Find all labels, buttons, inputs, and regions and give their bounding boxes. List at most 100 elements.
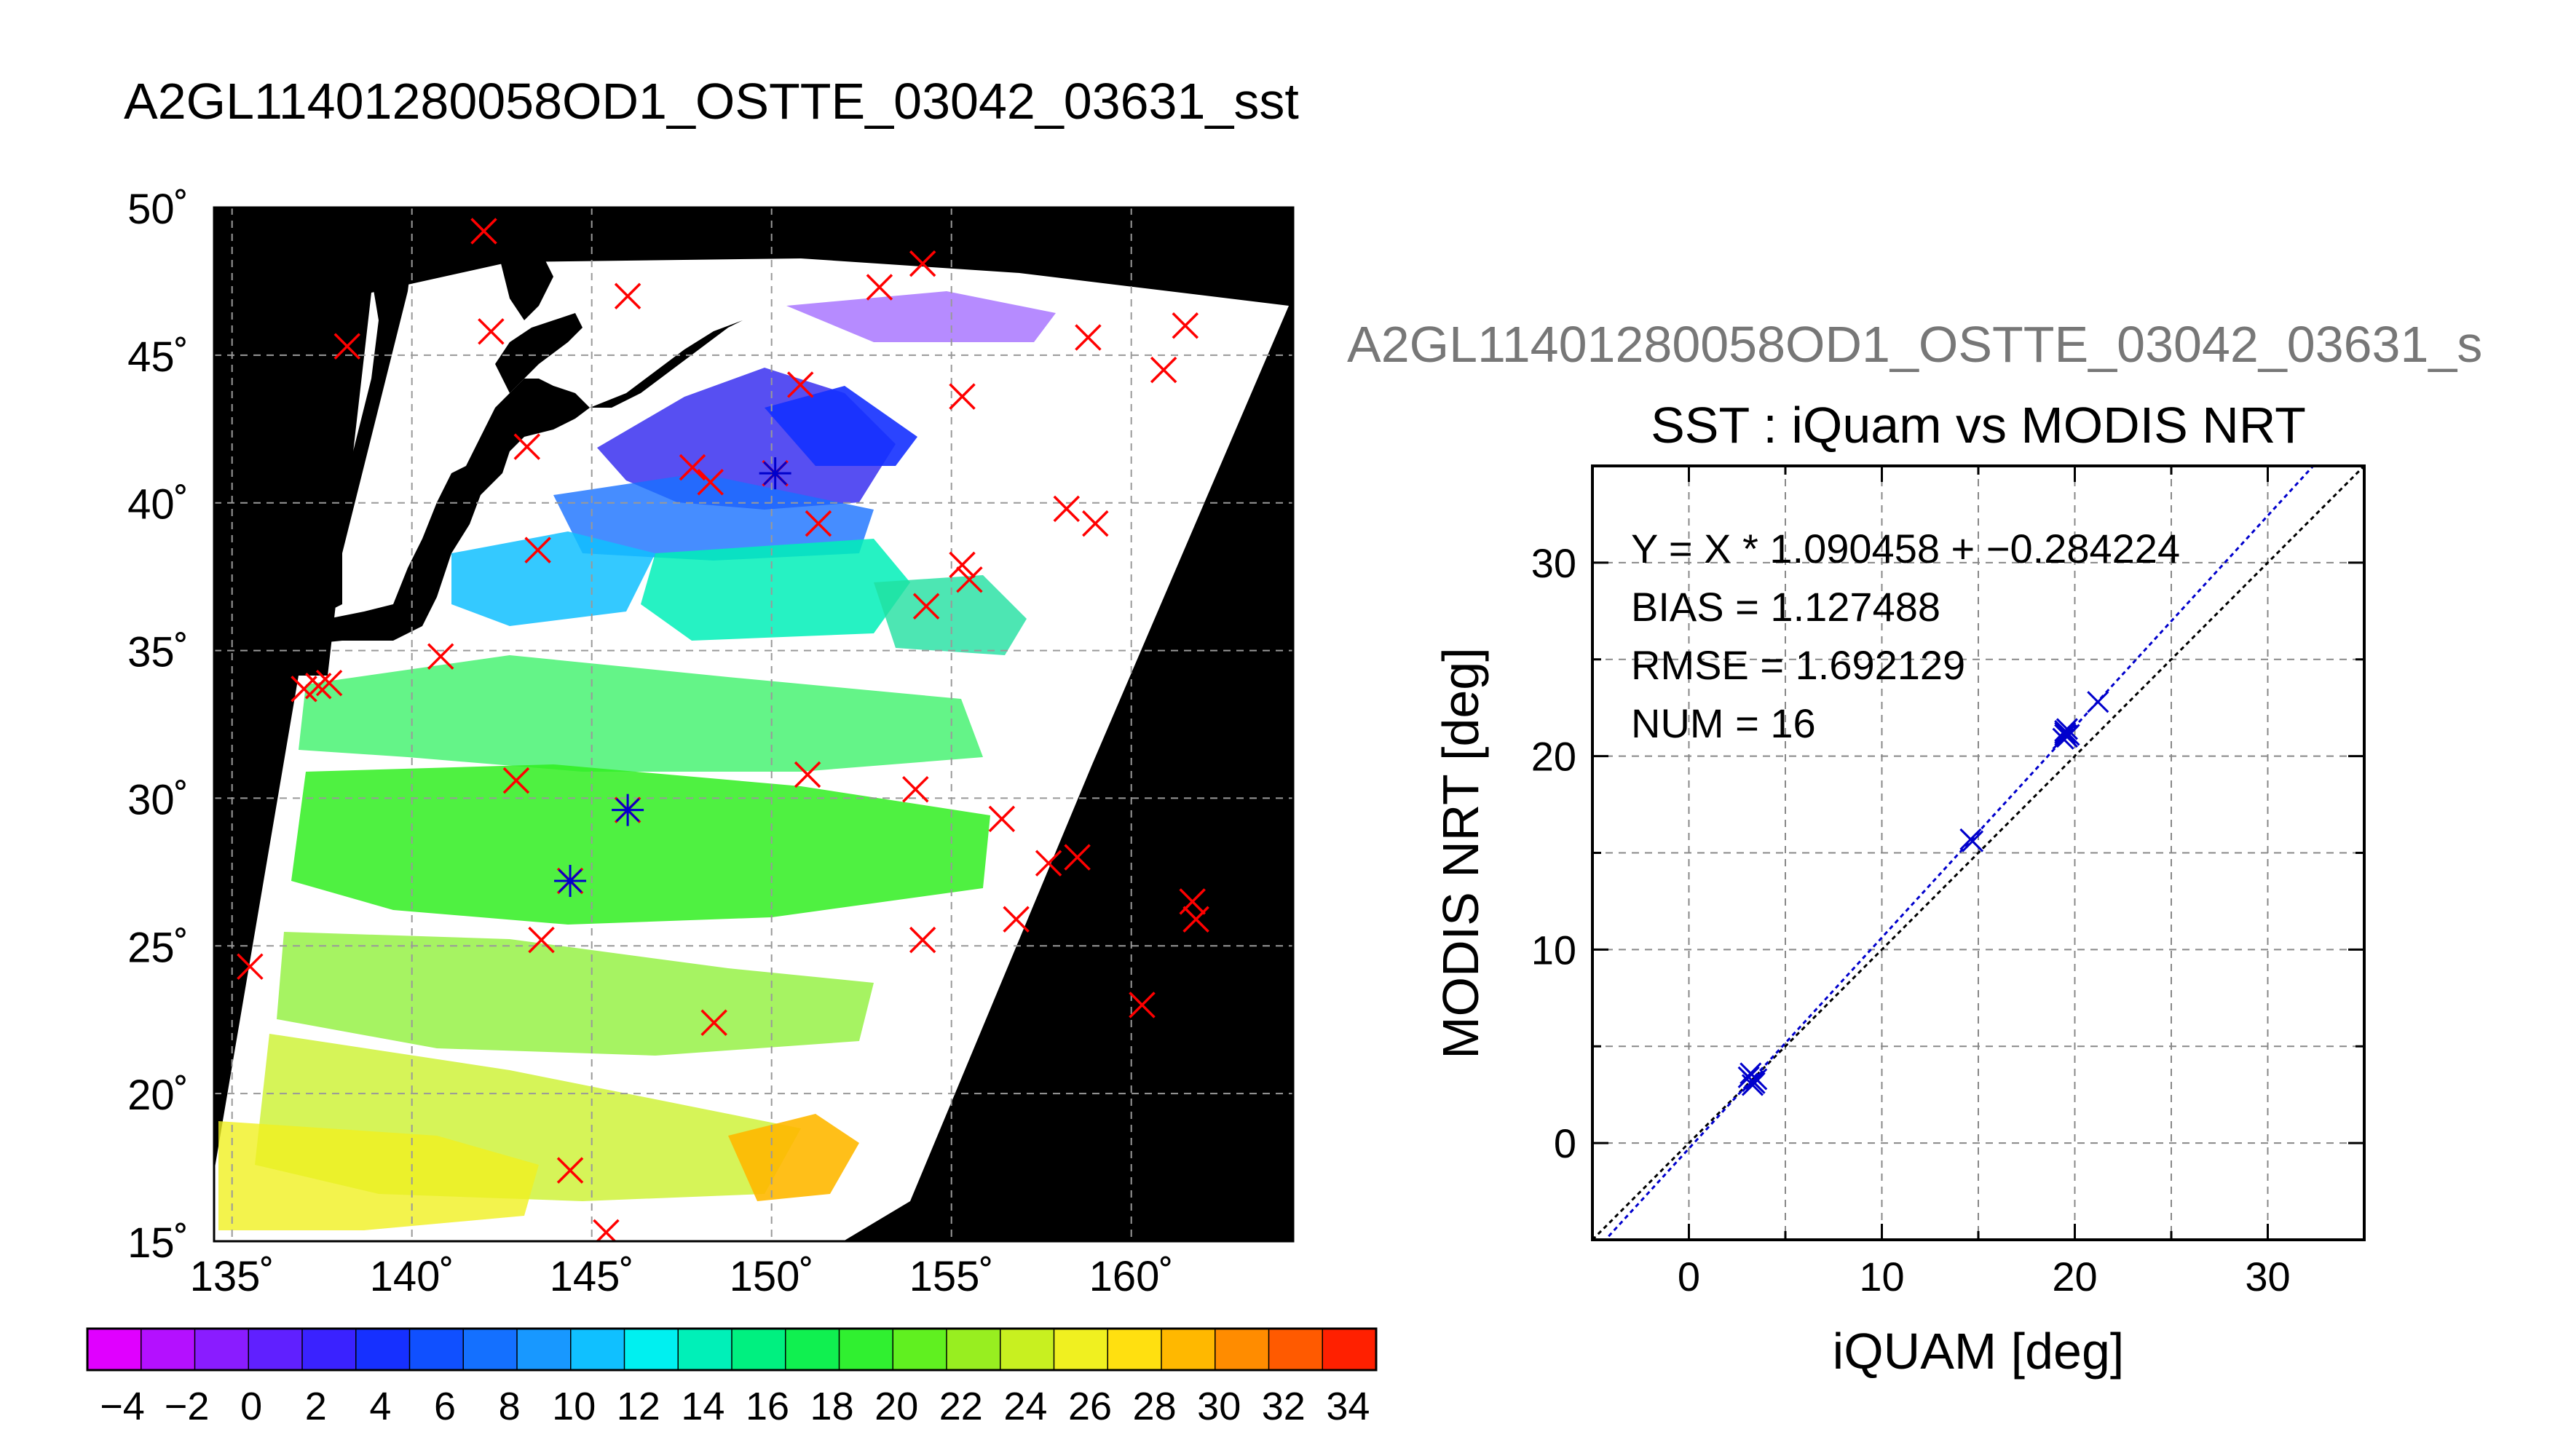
colorbar-label: 10 xyxy=(552,1385,596,1428)
scatter-point xyxy=(2054,721,2077,744)
sample-x-marker xyxy=(1064,844,1091,871)
colorbar-swatch xyxy=(1107,1329,1162,1370)
colorbar-swatch xyxy=(570,1329,625,1370)
scatter-ticks: 0 10 20 30 0 10 20 30 xyxy=(1531,464,2366,1299)
colorbar-swatch xyxy=(355,1329,410,1370)
colorbar-label: −4 xyxy=(100,1385,145,1428)
scatter-point xyxy=(1959,828,1982,850)
scatter-title: SST : iQuam vs MODIS NRT xyxy=(1651,397,2306,454)
sample-x-marker xyxy=(556,1157,584,1184)
sample-x-marker xyxy=(478,318,505,345)
sample-x-marker xyxy=(291,676,317,703)
colorbar-label: 8 xyxy=(499,1385,521,1428)
map-tick-labels: 135˚ 140˚ 145˚ 150˚ 155˚ 160˚ 15˚ 20˚ 25˚ 30˚ 35˚ 4… xyxy=(127,186,1174,1300)
colorbar-label: 20 xyxy=(874,1385,918,1428)
sample-x-marker xyxy=(502,767,530,794)
sst-field xyxy=(218,291,1056,1230)
scatter-x-tick-label: 30 xyxy=(2245,1254,2290,1299)
colorbar-label: 16 xyxy=(746,1385,789,1428)
scatter-stats: Y = X * 1.090458 + −0.284224 BIAS = 1.127… xyxy=(1631,526,2180,746)
colorbar-swatch xyxy=(1054,1329,1108,1370)
sample-x-marker xyxy=(1129,992,1156,1018)
sample-x-marker xyxy=(333,333,361,360)
colorbar-swatch xyxy=(1161,1329,1216,1370)
colorbar-label: 0 xyxy=(240,1385,262,1428)
colorbar: −4 −2 0 2 4 6 8 10 12 14 16 18 20 22 24 26 28 30 32 34 xyxy=(86,1327,1378,1428)
colorbar-label: 4 xyxy=(369,1385,391,1428)
sample-x-marker xyxy=(524,537,551,563)
map-lat-tick-label: 20˚ xyxy=(127,1072,189,1119)
sample-x-marker xyxy=(902,776,929,803)
colorbar-label: 22 xyxy=(939,1385,983,1428)
colorbar-swatch xyxy=(141,1329,195,1370)
colorbar-swatch xyxy=(785,1329,840,1370)
colorbar-swatch xyxy=(624,1329,679,1370)
sample-x-marker xyxy=(237,953,264,980)
colorbar-label: 34 xyxy=(1326,1385,1370,1428)
matchup-star-marker xyxy=(759,457,791,490)
sample-x-marker xyxy=(679,454,706,481)
map-lat-tick-label: 35˚ xyxy=(127,629,189,676)
map-lat-tick-label: 40˚ xyxy=(127,481,189,529)
sample-x-marker xyxy=(1082,510,1109,537)
colorbar-swatch xyxy=(1322,1329,1377,1370)
colorbar-swatch xyxy=(1268,1329,1323,1370)
map-lon-tick-label: 155˚ xyxy=(909,1253,994,1300)
map-lon-tick-label: 150˚ xyxy=(730,1253,814,1300)
colorbar-label: 30 xyxy=(1197,1385,1241,1428)
colorbar-swatch xyxy=(893,1329,947,1370)
scatter-stat-line: NUM = 16 xyxy=(1631,700,1816,746)
colorbar-label: 26 xyxy=(1068,1385,1112,1428)
sample-x-marker xyxy=(427,643,454,670)
sample-x-marker xyxy=(909,250,936,277)
scatter-stat-line: Y = X * 1.090458 + −0.284224 xyxy=(1631,526,2180,571)
map-lat-tick-label: 15˚ xyxy=(127,1219,189,1267)
sample-x-marker xyxy=(1035,850,1062,877)
sample-x-marker xyxy=(805,510,832,537)
sample-x-marker xyxy=(1075,324,1102,351)
colorbar-swatch xyxy=(1215,1329,1269,1370)
colorbar-swatch xyxy=(248,1329,303,1370)
colorbar-swatch xyxy=(463,1329,518,1370)
colorbar-label: 6 xyxy=(434,1385,456,1428)
sample-x-marker xyxy=(794,761,821,788)
sample-x-marker xyxy=(909,926,936,954)
scatter-point xyxy=(1745,1068,1768,1091)
scatter-x-tick-label: 0 xyxy=(1678,1254,1700,1299)
sample-x-marker xyxy=(614,282,641,309)
map-frame xyxy=(213,206,1295,1243)
map-lat-tick-label: 25˚ xyxy=(127,924,189,971)
sst-map: 135˚ 140˚ 145˚ 150˚ 155˚ 160˚ 15˚ 20˚ 25˚ 30˚ 35˚ 4… xyxy=(127,186,1295,1300)
sample-x-marker xyxy=(700,1009,727,1037)
colorbar-swatch xyxy=(678,1329,732,1370)
map-gridlines xyxy=(214,207,1293,1241)
colorbar-swatch xyxy=(1000,1329,1054,1370)
sample-x-marker xyxy=(1053,495,1081,523)
sample-x-marker xyxy=(1150,356,1177,384)
sample-x-marker xyxy=(1182,906,1209,933)
sample-x-marker xyxy=(513,433,541,460)
scatter-point xyxy=(2058,724,2080,746)
sample-x-marker xyxy=(1003,906,1030,933)
identity-line xyxy=(1592,466,2364,1240)
main-title: A2GL11401280058OD1_OSTTE_03042_03631_sst xyxy=(124,73,1299,130)
sample-x-marker xyxy=(866,274,893,301)
colorbar-label: −2 xyxy=(165,1385,210,1428)
scatter-x-axis-label: iQUAM [deg] xyxy=(1833,1323,2125,1380)
map-lon-tick-label: 145˚ xyxy=(550,1253,634,1300)
sample-x-marker xyxy=(528,926,555,954)
scatter-x-tick-label: 10 xyxy=(1859,1254,1904,1299)
scatter-plot: 0 10 20 30 0 10 20 30 Y = X * 1.090458 + −0.284… xyxy=(1531,464,2366,1299)
map-lon-tick-label: 160˚ xyxy=(1089,1253,1174,1300)
scatter-point xyxy=(2052,727,2074,750)
colorbar-swatch xyxy=(947,1329,1001,1370)
colorbar-label: 32 xyxy=(1262,1385,1306,1428)
scatter-point xyxy=(1737,1066,1760,1088)
colorbar-swatch xyxy=(839,1329,893,1370)
colorbar-label: 2 xyxy=(305,1385,327,1428)
sample-x-marker xyxy=(949,551,976,579)
scatter-x-tick-label: 20 xyxy=(2052,1254,2097,1299)
map-lon-tick-label: 135˚ xyxy=(190,1253,275,1300)
colorbar-label: 24 xyxy=(1003,1385,1047,1428)
